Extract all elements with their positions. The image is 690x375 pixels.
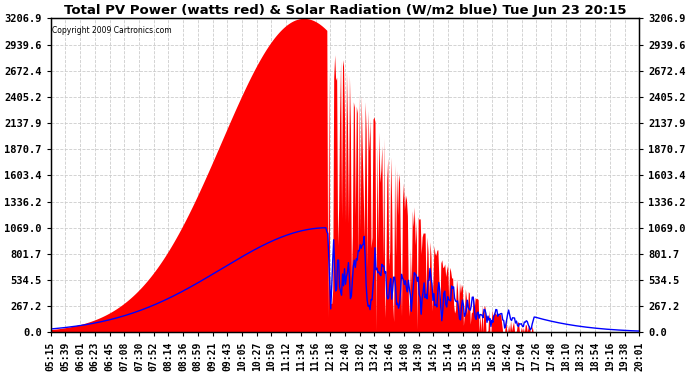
Title: Total PV Power (watts red) & Solar Radiation (W/m2 blue) Tue Jun 23 20:15: Total PV Power (watts red) & Solar Radia… bbox=[63, 4, 627, 17]
Text: Copyright 2009 Cartronics.com: Copyright 2009 Cartronics.com bbox=[52, 26, 172, 35]
